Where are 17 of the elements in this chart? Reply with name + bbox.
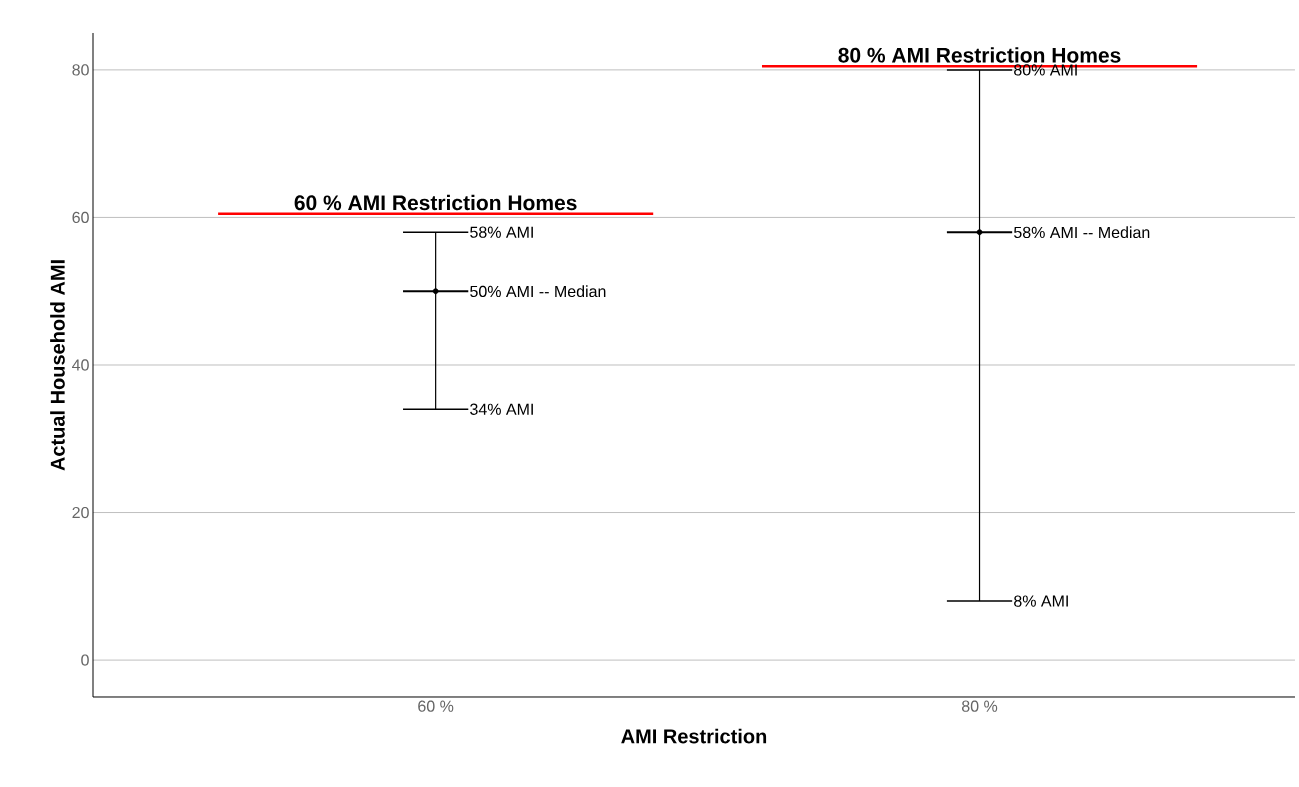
x-tick-label: 60 % xyxy=(418,700,454,712)
y-tick-label: 60 xyxy=(72,211,89,224)
annotation: 58% AMI -- Median xyxy=(1014,226,1150,239)
annotation: 34% AMI xyxy=(470,403,533,415)
annotation: 80% AMI xyxy=(1014,64,1077,76)
y-tick-label: 20 xyxy=(72,506,89,519)
x-tick-label: 80 % xyxy=(961,700,998,712)
annotation: 8% AMI xyxy=(1014,595,1068,607)
ref-line-label: 80 % AMI Restriction Homes xyxy=(838,47,1121,63)
annotation: 58% AMI xyxy=(470,226,533,238)
y-axis-title: Actual Household AMI xyxy=(50,260,65,471)
y-tick-label: 80 xyxy=(72,64,89,76)
x-axis-title: AMI Restriction xyxy=(621,728,767,744)
ref-line-label: 60 % AMI Restriction Homes xyxy=(294,194,577,211)
y-tick-label: 40 xyxy=(72,359,89,371)
annotation: 50% AMI -- Median xyxy=(470,285,606,298)
y-tick-label: 0 xyxy=(81,654,89,666)
